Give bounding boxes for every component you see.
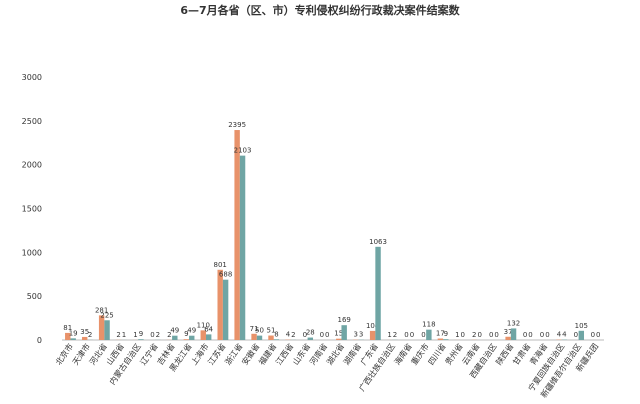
value-label: 0 bbox=[574, 331, 578, 339]
value-label: 2 bbox=[88, 331, 92, 339]
value-label: 49 bbox=[170, 327, 179, 335]
value-label: 28 bbox=[306, 329, 315, 337]
value-label: 0 bbox=[404, 331, 408, 339]
value-label: 118 bbox=[422, 321, 435, 329]
value-label: 801 bbox=[214, 261, 227, 269]
value-label: 169 bbox=[337, 316, 350, 324]
value-label: 3 bbox=[359, 331, 363, 339]
value-label: 8 bbox=[274, 330, 278, 338]
y-tick-label: 2500 bbox=[22, 117, 42, 126]
value-label: 49 bbox=[187, 327, 196, 335]
value-label: 105 bbox=[575, 322, 588, 330]
bar bbox=[438, 339, 443, 340]
chart-title: 6—7月各省（区、市）专利侵权纠纷行政裁决案件结案数 bbox=[180, 3, 460, 17]
bar bbox=[234, 130, 239, 340]
bar bbox=[138, 339, 143, 340]
bar bbox=[189, 336, 194, 340]
value-label: 2103 bbox=[234, 147, 252, 155]
value-label: 0 bbox=[596, 331, 600, 339]
bar bbox=[223, 280, 228, 340]
bar bbox=[341, 325, 346, 340]
bar bbox=[443, 339, 448, 340]
bar bbox=[206, 334, 211, 340]
bar bbox=[240, 156, 245, 340]
bar bbox=[217, 270, 222, 340]
value-label: 0 bbox=[494, 331, 498, 339]
bar bbox=[82, 337, 87, 340]
y-tick-label: 0 bbox=[37, 336, 42, 345]
value-label: 1 bbox=[133, 331, 137, 339]
value-label: 19 bbox=[69, 329, 78, 337]
bar bbox=[579, 331, 584, 340]
y-tick-label: 500 bbox=[27, 292, 42, 301]
value-label: 0 bbox=[477, 331, 481, 339]
value-label: 0 bbox=[591, 331, 595, 339]
bar bbox=[274, 339, 279, 340]
value-label: 9 bbox=[139, 330, 143, 338]
bar bbox=[505, 337, 510, 340]
value-label: 2 bbox=[291, 331, 295, 339]
value-label: 4 bbox=[557, 331, 562, 339]
bar bbox=[172, 336, 177, 340]
value-label: 0 bbox=[320, 331, 324, 339]
value-label: 3 bbox=[353, 331, 357, 339]
y-tick-label: 3000 bbox=[22, 73, 42, 82]
value-label: 225 bbox=[100, 311, 113, 319]
bar bbox=[251, 334, 256, 340]
bar bbox=[257, 336, 262, 340]
y-tick-label: 1000 bbox=[22, 248, 42, 257]
value-label: 2 bbox=[393, 331, 397, 339]
value-label: 2 bbox=[116, 331, 120, 339]
value-label: 688 bbox=[219, 271, 232, 279]
value-label: 64 bbox=[204, 325, 213, 333]
value-label: 132 bbox=[507, 319, 520, 327]
value-label: 9 bbox=[444, 330, 448, 338]
value-label: 0 bbox=[325, 331, 329, 339]
bar bbox=[70, 338, 75, 340]
value-label: 1063 bbox=[369, 238, 387, 246]
bar bbox=[308, 338, 313, 340]
bar bbox=[184, 339, 189, 340]
value-label: 0 bbox=[523, 331, 527, 339]
value-label: 0 bbox=[410, 331, 414, 339]
value-label: 0 bbox=[421, 331, 425, 339]
value-label: 0 bbox=[150, 331, 154, 339]
value-label: 1 bbox=[455, 331, 459, 339]
value-label: 2 bbox=[156, 331, 160, 339]
value-label: 2 bbox=[472, 331, 476, 339]
value-label: 50 bbox=[255, 327, 264, 335]
value-label: 0 bbox=[528, 331, 532, 339]
value-label: 1 bbox=[387, 331, 391, 339]
bar bbox=[370, 331, 375, 340]
y-tick-label: 1500 bbox=[22, 205, 42, 214]
bar bbox=[104, 320, 109, 340]
value-label: 4 bbox=[562, 331, 567, 339]
bar bbox=[426, 330, 431, 340]
y-tick-label: 2000 bbox=[22, 161, 42, 170]
bar bbox=[511, 328, 516, 340]
bar bbox=[375, 247, 380, 340]
value-label: 0 bbox=[461, 331, 465, 339]
value-label: 0 bbox=[540, 331, 544, 339]
value-label: 1 bbox=[122, 331, 126, 339]
value-label: 0 bbox=[489, 331, 493, 339]
value-label: 4 bbox=[286, 331, 291, 339]
value-label: 2395 bbox=[228, 121, 246, 129]
bar bbox=[336, 339, 341, 340]
bar bbox=[268, 336, 273, 340]
value-label: 0 bbox=[545, 331, 549, 339]
